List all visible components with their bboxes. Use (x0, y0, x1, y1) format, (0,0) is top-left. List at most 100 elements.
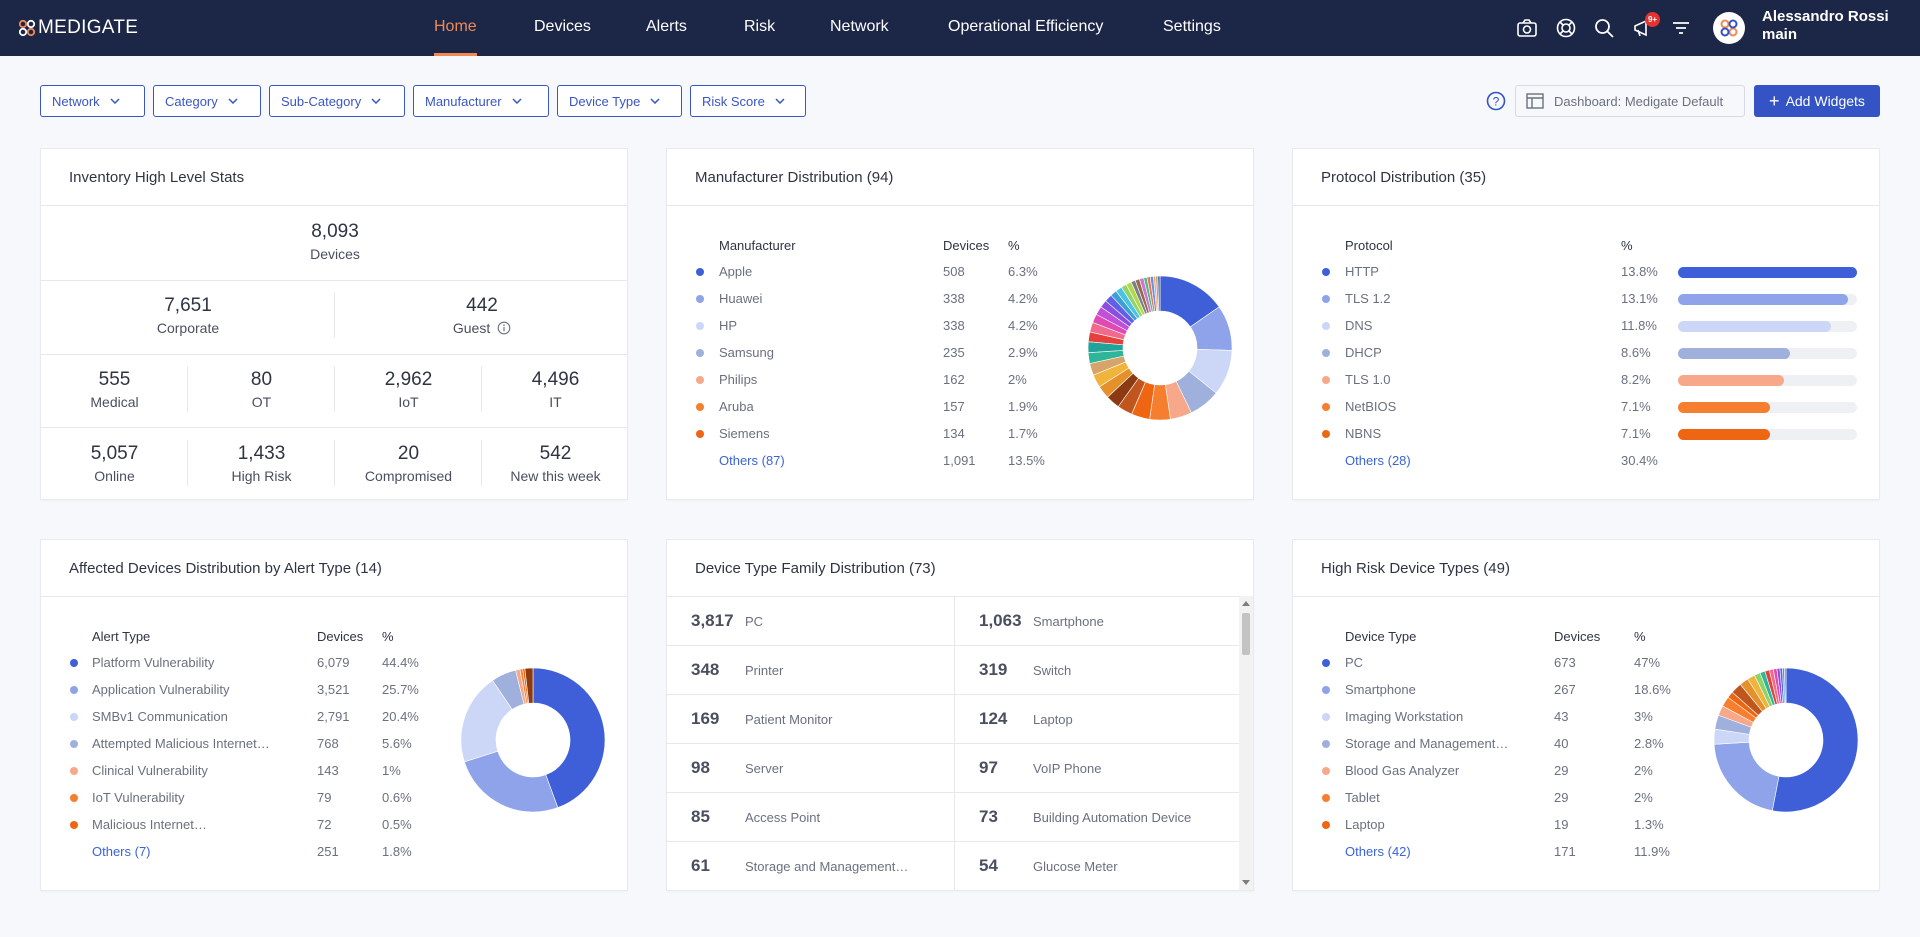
filter-icon[interactable] (1668, 15, 1694, 41)
device-family-cell[interactable]: 169 Patient Monitor (667, 695, 954, 744)
legend-item-percent: 20.4% (382, 709, 419, 724)
alert-donut-slice[interactable] (532, 667, 606, 808)
legend-item-name[interactable]: Storage and Management… (1345, 736, 1509, 751)
others-link[interactable]: Others (87) (719, 453, 785, 468)
protocol-distribution-card: Protocol Distribution (35) Protocol % HT… (1292, 148, 1880, 500)
legend-item-name[interactable]: Laptop (1345, 817, 1385, 832)
nav-risk[interactable]: Risk (744, 18, 776, 35)
device-family-cell[interactable]: 98 Server (667, 744, 954, 793)
support-lifebuoy-icon[interactable] (1553, 15, 1579, 41)
inventory-high-risk[interactable]: 1,433 High Risk (188, 443, 335, 484)
legend-item-name[interactable]: Smartphone (1345, 682, 1416, 697)
inventory-ot[interactable]: 80 OT (188, 369, 335, 410)
medigate-logo[interactable]: MEDIGATE (18, 16, 138, 40)
high-risk-donut-slice[interactable] (1713, 741, 1780, 812)
legend-item-name[interactable]: Tablet (1345, 790, 1380, 805)
inventory-guest[interactable]: 442 Guest (335, 295, 627, 336)
legend-color-dot (696, 295, 704, 303)
filter-sub-category[interactable]: Sub-Category (269, 85, 405, 117)
filter-manufacturer[interactable]: Manufacturer (413, 85, 549, 117)
legend-color-dot (1322, 659, 1330, 667)
legend-item-name[interactable]: Apple (719, 264, 753, 279)
legend-item-name[interactable]: Siemens (719, 426, 770, 441)
filter-category[interactable]: Category (153, 85, 261, 117)
legend-item-name[interactable]: Samsung (719, 345, 774, 360)
scroll-up-arrow-icon[interactable] (1242, 601, 1250, 606)
notifications-megaphone-icon[interactable]: 9+ (1630, 12, 1660, 41)
device-family-cell[interactable]: 319 Switch (955, 646, 1241, 695)
device-family-cell[interactable]: 97 VoIP Phone (955, 744, 1241, 793)
user-avatar[interactable] (1713, 12, 1745, 44)
help-icon[interactable]: ? (1486, 91, 1506, 111)
add-widgets-button[interactable]: + Add Widgets (1754, 85, 1880, 117)
nav-operational-efficiency[interactable]: Operational Efficiency (948, 18, 1104, 35)
protocol-name[interactable]: TLS 1.2 (1345, 291, 1391, 306)
device-family-cell[interactable]: 3,817 PC (667, 597, 954, 646)
protocol-name[interactable]: NBNS (1345, 426, 1382, 441)
filter-device-type[interactable]: Device Type (557, 85, 682, 117)
legend-item-name[interactable]: IoT Vulnerability (92, 790, 185, 805)
legend-item-devices: 29 (1554, 763, 1569, 778)
high-risk-donut-slice[interactable] (1784, 667, 1787, 704)
legend-item-name[interactable]: Philips (719, 372, 758, 387)
nav-alerts[interactable]: Alerts (646, 18, 687, 35)
protocol-name[interactable]: DHCP (1345, 345, 1382, 360)
legend-item-name[interactable]: Attempted Malicious Internet… (92, 736, 270, 751)
others-link[interactable]: Others (28) (1345, 453, 1411, 468)
legend-item-name[interactable]: SMBv1 Communication (92, 709, 228, 724)
manufacturer-donut-slice[interactable] (1157, 275, 1161, 312)
user-tenant[interactable]: main (1762, 26, 1798, 43)
protocol-percent: 13.1% (1621, 291, 1658, 306)
inventory-iot[interactable]: 2,962 IoT (335, 369, 482, 410)
nav-home[interactable]: Home (434, 0, 477, 56)
protocol-percent: 13.8% (1621, 264, 1658, 279)
inventory-new-this-week[interactable]: 542 New this week (482, 443, 627, 484)
protocol-name[interactable]: HTTP (1345, 264, 1379, 279)
legend-item-name[interactable]: PC (1345, 655, 1364, 670)
legend-item-name[interactable]: Imaging Workstation (1345, 709, 1464, 724)
device-family-cell[interactable]: 348 Printer (667, 646, 954, 695)
others-link[interactable]: Others (7) (92, 844, 151, 859)
inventory-corporate[interactable]: 7,651 Corporate (41, 295, 335, 336)
inventory-compromised[interactable]: 20 Compromised (335, 443, 482, 484)
nav-settings[interactable]: Settings (1163, 18, 1221, 35)
protocol-name[interactable]: NetBIOS (1345, 399, 1397, 414)
others-link[interactable]: Others (42) (1345, 844, 1411, 859)
device-family-label: Building Automation Device (1033, 809, 1192, 825)
filter-network[interactable]: Network (40, 85, 145, 117)
device-family-cell[interactable]: 73 Building Automation Device (955, 793, 1241, 842)
inventory-it[interactable]: 4,496 IT (482, 369, 627, 410)
filter-risk-score[interactable]: Risk Score (690, 85, 806, 117)
inventory-medical[interactable]: 555 Medical (41, 369, 188, 410)
search-icon[interactable] (1591, 15, 1617, 41)
device-family-cell[interactable]: 124 Laptop (955, 695, 1241, 744)
dashboard-select[interactable]: Dashboard: Medigate Default (1515, 85, 1745, 117)
legend-item-name[interactable]: HP (719, 318, 738, 333)
device-family-cell[interactable]: 1,063 Smartphone (955, 597, 1241, 646)
device-family-cell[interactable]: 54 Glucose Meter (955, 842, 1241, 890)
nav-network[interactable]: Network (830, 18, 889, 35)
device-family-cell[interactable]: 85 Access Point (667, 793, 954, 842)
nav-devices[interactable]: Devices (534, 18, 591, 35)
legend-item-name[interactable]: Clinical Vulnerability (92, 763, 208, 778)
alert-donut-slice[interactable] (524, 667, 534, 704)
high-risk-donut-slice[interactable] (1771, 667, 1859, 813)
protocol-name[interactable]: DNS (1345, 318, 1373, 333)
legend-item-name[interactable]: Blood Gas Analyzer (1345, 763, 1460, 778)
user-name[interactable]: Alessandro Rossi (1762, 8, 1889, 25)
alert-donut-slice[interactable] (464, 750, 559, 813)
device-family-cell[interactable]: 61 Storage and Management… (667, 842, 954, 890)
scroll-down-arrow-icon[interactable] (1242, 880, 1250, 885)
legend-item-name[interactable]: Huawei (719, 291, 763, 306)
camera-search-icon[interactable] (1514, 15, 1540, 41)
protocol-name[interactable]: TLS 1.0 (1345, 372, 1391, 387)
legend-item-name[interactable]: Platform Vulnerability (92, 655, 215, 670)
scroll-thumb[interactable] (1242, 613, 1250, 655)
legend-item-name[interactable]: Application Vulnerability (92, 682, 230, 697)
inventory-online[interactable]: 5,057 Online (41, 443, 188, 484)
legend-item-name[interactable]: Aruba (719, 399, 754, 414)
inventory-total-devices[interactable]: 8,093 Devices (41, 221, 627, 262)
legend-item-name[interactable]: Malicious Internet… (92, 817, 207, 832)
info-icon[interactable] (497, 321, 511, 335)
scrollbar[interactable] (1239, 596, 1253, 890)
